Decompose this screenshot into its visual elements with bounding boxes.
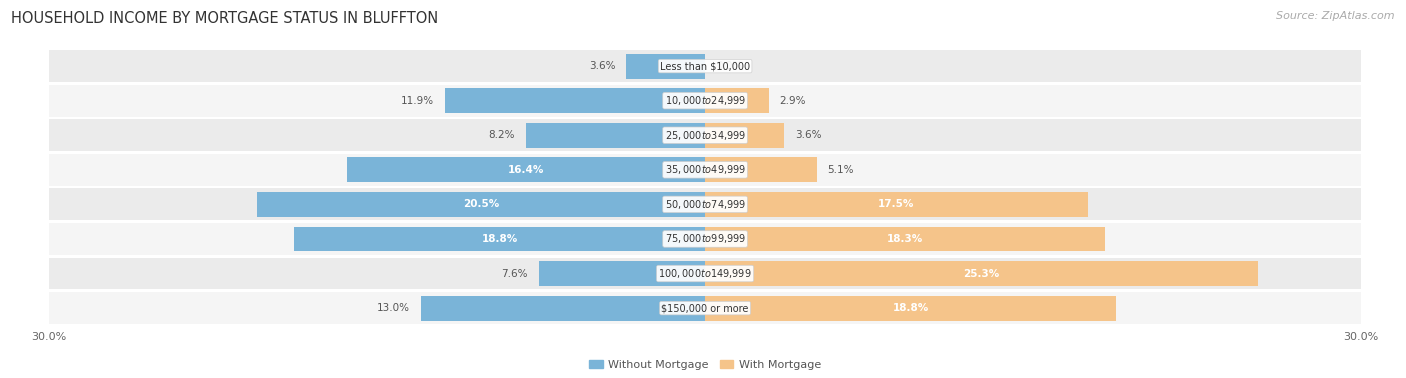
- Text: 8.2%: 8.2%: [488, 130, 515, 140]
- Bar: [627, 54, 706, 79]
- Bar: [49, 50, 1361, 82]
- Text: $10,000 to $24,999: $10,000 to $24,999: [665, 94, 745, 107]
- Bar: [706, 192, 1088, 217]
- Text: 20.5%: 20.5%: [463, 200, 499, 209]
- Bar: [294, 226, 706, 251]
- Bar: [49, 292, 1361, 324]
- Legend: Without Mortgage, With Mortgage: Without Mortgage, With Mortgage: [585, 355, 825, 374]
- Bar: [706, 88, 769, 113]
- Text: $50,000 to $74,999: $50,000 to $74,999: [665, 198, 745, 211]
- Text: $25,000 to $34,999: $25,000 to $34,999: [665, 129, 745, 142]
- Text: HOUSEHOLD INCOME BY MORTGAGE STATUS IN BLUFFTON: HOUSEHOLD INCOME BY MORTGAGE STATUS IN B…: [11, 11, 439, 26]
- Bar: [444, 88, 706, 113]
- Text: 3.6%: 3.6%: [794, 130, 821, 140]
- Bar: [49, 154, 1361, 186]
- Bar: [706, 226, 1105, 251]
- Bar: [420, 296, 706, 321]
- Text: 5.1%: 5.1%: [828, 165, 853, 175]
- Text: 17.5%: 17.5%: [879, 200, 914, 209]
- Bar: [346, 157, 706, 182]
- Bar: [706, 157, 817, 182]
- Bar: [706, 296, 1116, 321]
- Text: Source: ZipAtlas.com: Source: ZipAtlas.com: [1277, 11, 1395, 21]
- Text: $150,000 or more: $150,000 or more: [661, 303, 749, 313]
- Text: $35,000 to $49,999: $35,000 to $49,999: [665, 163, 745, 176]
- Bar: [706, 261, 1258, 286]
- Text: 3.6%: 3.6%: [589, 61, 616, 71]
- Text: 18.8%: 18.8%: [893, 303, 929, 313]
- Text: 16.4%: 16.4%: [508, 165, 544, 175]
- Bar: [538, 261, 706, 286]
- Bar: [257, 192, 706, 217]
- Text: $75,000 to $99,999: $75,000 to $99,999: [665, 232, 745, 245]
- Bar: [49, 189, 1361, 220]
- Bar: [49, 223, 1361, 255]
- Text: 18.3%: 18.3%: [887, 234, 924, 244]
- Text: 0.0%: 0.0%: [716, 61, 742, 71]
- Bar: [49, 85, 1361, 116]
- Text: $100,000 to $149,999: $100,000 to $149,999: [658, 267, 752, 280]
- Bar: [49, 258, 1361, 290]
- Bar: [526, 123, 706, 148]
- Text: 13.0%: 13.0%: [377, 303, 411, 313]
- Text: 7.6%: 7.6%: [502, 268, 529, 279]
- Text: 11.9%: 11.9%: [401, 96, 434, 106]
- Text: 25.3%: 25.3%: [963, 268, 1000, 279]
- Text: 18.8%: 18.8%: [481, 234, 517, 244]
- Text: Less than $10,000: Less than $10,000: [659, 61, 751, 71]
- Bar: [706, 123, 783, 148]
- Bar: [49, 119, 1361, 151]
- Text: 2.9%: 2.9%: [779, 96, 806, 106]
